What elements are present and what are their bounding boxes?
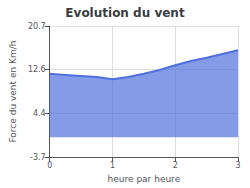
svg-text:Evolution du vent: Evolution du vent — [65, 6, 185, 20]
svg-text:heure par heure: heure par heure — [108, 174, 181, 184]
svg-text:20.7: 20.7 — [28, 22, 46, 31]
svg-text:3: 3 — [235, 161, 240, 170]
svg-text:12.6: 12.6 — [28, 65, 46, 74]
svg-text:1: 1 — [110, 161, 115, 170]
svg-text:0: 0 — [47, 161, 52, 170]
svg-text:Force du vent en Km/h: Force du vent en Km/h — [8, 41, 18, 143]
svg-text:2: 2 — [173, 161, 178, 170]
svg-text:4.4: 4.4 — [33, 109, 46, 118]
svg-text:-3.7: -3.7 — [30, 153, 46, 162]
